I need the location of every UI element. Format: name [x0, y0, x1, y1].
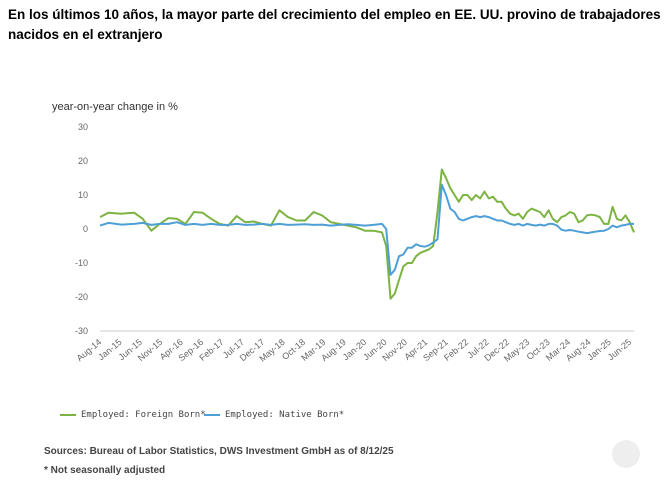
- x-tick-label: Jun-25: [606, 337, 634, 362]
- y-tick-label: -30: [75, 326, 88, 336]
- line-chart: 3020100-10-20-30Aug-14Jan-15Jun-15Nov-15…: [75, 122, 635, 364]
- legend-item-native-born: Employed: Native Born*: [204, 410, 344, 420]
- series-line-native-born: [99, 183, 634, 276]
- y-tick-label: -10: [75, 258, 88, 268]
- legend-swatch-native-born: [204, 414, 220, 416]
- series-line-foreign-born: [99, 168, 635, 300]
- y-tick-label: -20: [75, 292, 88, 302]
- source-note: Sources: Bureau of Labor Statistics, DWS…: [44, 446, 394, 457]
- legend-item-foreign-born: Employed: Foreign Born*: [60, 410, 206, 420]
- footnote: * Not seasonally adjusted: [44, 465, 166, 476]
- legend-label-foreign-born: Employed: Foreign Born*: [81, 410, 206, 420]
- chart-title: En los últimos 10 años, la mayor parte d…: [8, 7, 661, 42]
- watermark-logo: [612, 440, 640, 468]
- legend-swatch-foreign-born: [60, 414, 76, 416]
- y-tick-label: 10: [78, 190, 88, 200]
- y-tick-label: 20: [78, 156, 88, 166]
- y-axis-label: year-on-year change in %: [52, 101, 178, 113]
- legend-label-native-born: Employed: Native Born*: [225, 410, 345, 420]
- y-tick-label: 0: [83, 224, 88, 234]
- y-tick-label: 30: [78, 122, 88, 132]
